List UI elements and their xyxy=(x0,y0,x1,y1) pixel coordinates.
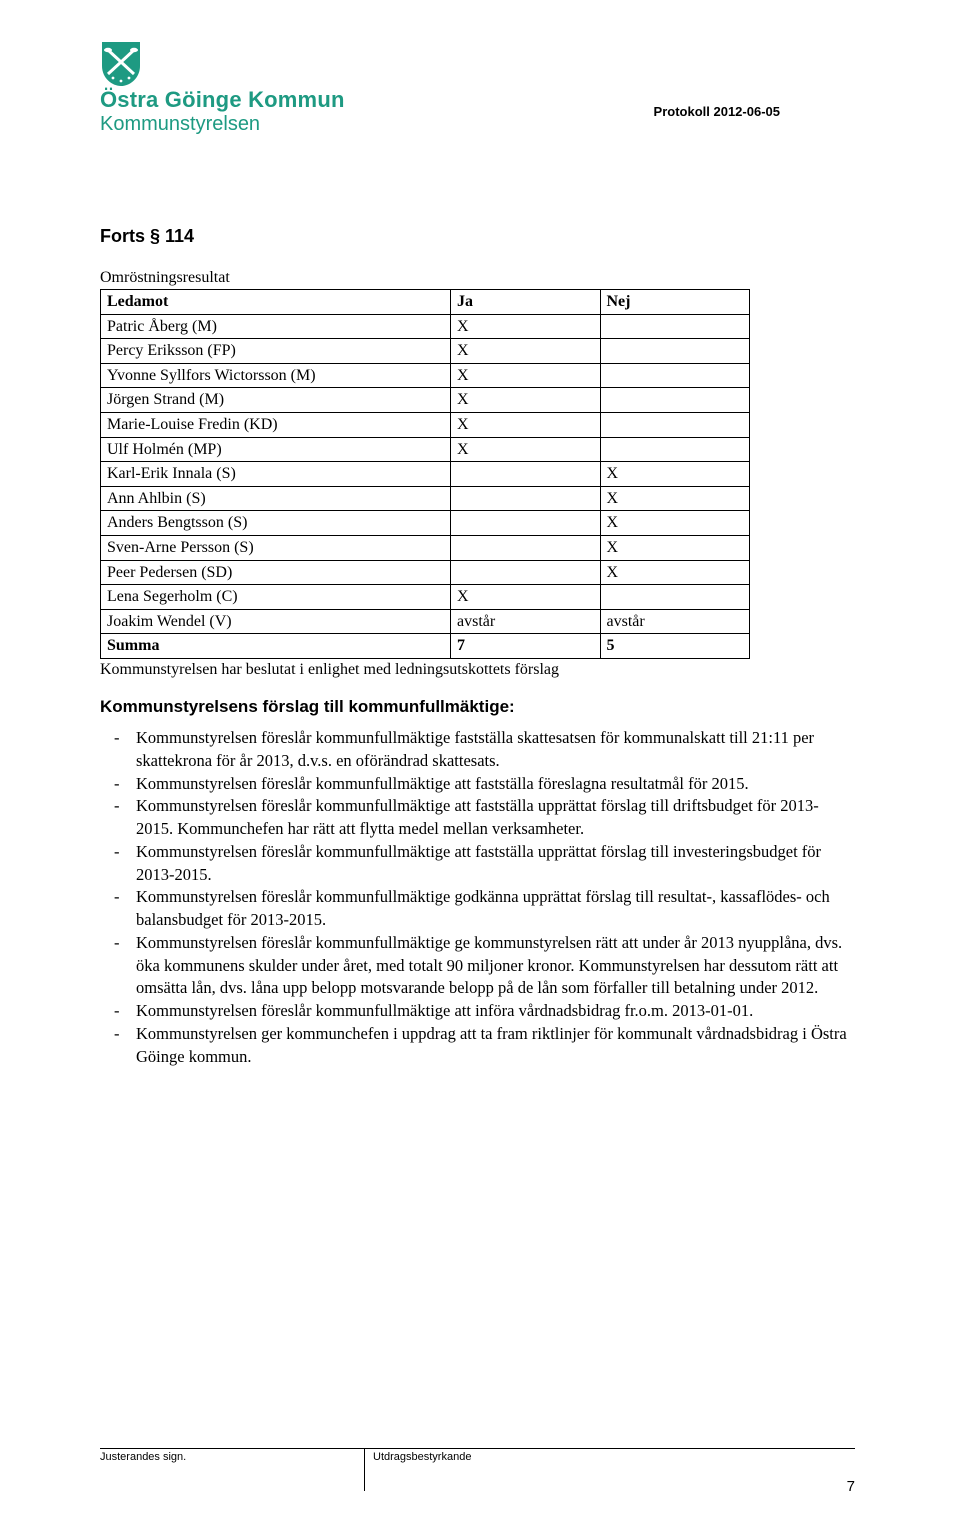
table-row: Percy Eriksson (FP)X xyxy=(101,339,750,364)
table-cell: X xyxy=(600,462,750,487)
table-cell: Ulf Holmén (MP) xyxy=(101,437,451,462)
subunit-name: Kommunstyrelsen xyxy=(100,113,260,136)
table-cell xyxy=(451,511,600,536)
table-cell xyxy=(600,339,750,364)
footer-right: Utdragsbestyrkande xyxy=(365,1449,855,1491)
table-summa-row: Summa75 xyxy=(101,634,750,659)
table-cell: avstår xyxy=(451,609,600,634)
logo-top-row xyxy=(100,40,142,88)
table-row: Lena Segerholm (C)X xyxy=(101,585,750,610)
table-cell xyxy=(600,388,750,413)
list-item: Kommunstyrelsen föreslår kommunfullmäkti… xyxy=(100,1000,855,1023)
table-cell: Marie-Louise Fredin (KD) xyxy=(101,413,451,438)
table-cell: Yvonne Syllfors Wictorsson (M) xyxy=(101,363,451,388)
table-cell: X xyxy=(600,511,750,536)
table-cell xyxy=(451,462,600,487)
table-cell xyxy=(600,314,750,339)
table-cell: X xyxy=(600,560,750,585)
table-cell xyxy=(451,560,600,585)
table-cell: X xyxy=(451,413,600,438)
table-cell xyxy=(600,437,750,462)
list-item: Kommunstyrelsen föreslår kommunfullmäkti… xyxy=(100,727,855,773)
table-row: Jörgen Strand (M)X xyxy=(101,388,750,413)
brand-name: Östra Göinge Kommun xyxy=(100,88,345,111)
table-cell xyxy=(600,413,750,438)
proposals-title: Kommunstyrelsens förslag till kommunfull… xyxy=(100,697,855,717)
table-cell: Summa xyxy=(101,634,451,659)
table-cell: 5 xyxy=(600,634,750,659)
list-item: Kommunstyrelsen föreslår kommunfullmäkti… xyxy=(100,841,855,887)
table-cell: X xyxy=(600,536,750,561)
footer-left: Justerandes sign. xyxy=(100,1449,365,1491)
table-cell: Ann Ahlbin (S) xyxy=(101,486,451,511)
table-cell: Karl-Erik Innala (S) xyxy=(101,462,451,487)
footer-line: Justerandes sign. Utdragsbestyrkande xyxy=(100,1448,855,1491)
col-nej: Nej xyxy=(600,290,750,315)
table-cell: Lena Segerholm (C) xyxy=(101,585,451,610)
table-row: Joakim Wendel (V)avståravstår xyxy=(101,609,750,634)
table-cell: Patric Åberg (M) xyxy=(101,314,451,339)
list-item: Kommunstyrelsen föreslår kommunfullmäkti… xyxy=(100,886,855,932)
table-row: Ann Ahlbin (S) X xyxy=(101,486,750,511)
table-header-row: Ledamot Ja Nej xyxy=(101,290,750,315)
page-header: Östra Göinge Kommun Kommunstyrelsen Prot… xyxy=(100,40,855,136)
table-cell: Anders Bengtsson (S) xyxy=(101,511,451,536)
proposals-list: Kommunstyrelsen föreslår kommunfullmäkti… xyxy=(100,727,855,1068)
vote-table: Ledamot Ja Nej Patric Åberg (M)XPercy Er… xyxy=(100,289,750,659)
table-row: Patric Åberg (M)X xyxy=(101,314,750,339)
table-cell: X xyxy=(451,339,600,364)
page-footer: Justerandes sign. Utdragsbestyrkande 7 xyxy=(100,1448,855,1491)
table-cell: X xyxy=(451,437,600,462)
list-item: Kommunstyrelsen föreslår kommunfullmäkti… xyxy=(100,795,855,841)
table-cell: X xyxy=(600,486,750,511)
table-cell: Joakim Wendel (V) xyxy=(101,609,451,634)
col-ja: Ja xyxy=(451,290,600,315)
table-cell xyxy=(451,536,600,561)
table-row: Anders Bengtsson (S) X xyxy=(101,511,750,536)
table-row: Marie-Louise Fredin (KD)X xyxy=(101,413,750,438)
table-cell: Peer Pedersen (SD) xyxy=(101,560,451,585)
after-table-text: Kommunstyrelsen har beslutat i enlighet … xyxy=(100,661,855,679)
table-cell: Jörgen Strand (M) xyxy=(101,388,451,413)
table-cell: avstår xyxy=(600,609,750,634)
table-cell xyxy=(600,585,750,610)
table-cell xyxy=(600,363,750,388)
vote-intro: Omröstningsresultat xyxy=(100,269,855,287)
table-row: Karl-Erik Innala (S) X xyxy=(101,462,750,487)
col-ledamot: Ledamot xyxy=(101,290,451,315)
shield-icon xyxy=(100,40,142,88)
list-item: Kommunstyrelsen föreslår kommunfullmäkti… xyxy=(100,773,855,796)
table-cell: Sven-Arne Persson (S) xyxy=(101,536,451,561)
table-cell: X xyxy=(451,314,600,339)
table-row: Yvonne Syllfors Wictorsson (M)X xyxy=(101,363,750,388)
table-cell: Percy Eriksson (FP) xyxy=(101,339,451,364)
logo-block: Östra Göinge Kommun Kommunstyrelsen xyxy=(100,40,345,136)
table-cell xyxy=(451,486,600,511)
list-item: Kommunstyrelsen ger kommunchefen i uppdr… xyxy=(100,1023,855,1069)
table-cell: X xyxy=(451,388,600,413)
table-row: Ulf Holmén (MP)X xyxy=(101,437,750,462)
table-row: Peer Pedersen (SD) X xyxy=(101,560,750,585)
table-row: Sven-Arne Persson (S) X xyxy=(101,536,750,561)
protokoll-date: Protokoll 2012-06-05 xyxy=(654,104,780,119)
table-cell: 7 xyxy=(451,634,600,659)
document-page: Östra Göinge Kommun Kommunstyrelsen Prot… xyxy=(0,0,960,1539)
page-number: 7 xyxy=(847,1478,855,1495)
list-item: Kommunstyrelsen föreslår kommunfullmäkti… xyxy=(100,932,855,1000)
table-cell: X xyxy=(451,585,600,610)
table-cell: X xyxy=(451,363,600,388)
section-forts-title: Forts § 114 xyxy=(100,226,855,247)
